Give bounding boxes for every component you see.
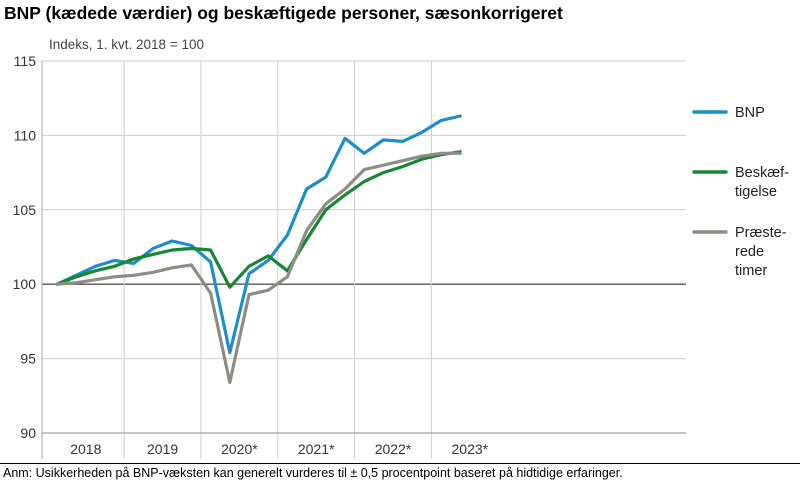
y-tick-label: 90 [20,425,36,441]
legend-label: tigelse [735,184,777,200]
y-tick-label: 115 [14,53,37,69]
x-tick-label: 2023* [452,441,489,457]
x-tick-label: 2022* [375,441,412,457]
legend-label: BNP [735,105,765,121]
x-tick-label: 2019 [147,441,178,457]
series-group [55,114,462,384]
y-tick-label: 100 [13,276,37,292]
legend-label: timer [735,263,767,279]
x-tick-label: 2021* [298,441,335,457]
gridlines [42,60,686,459]
y-axis: 115 110 105 100 95 90 [13,53,43,459]
y-tick-label: 95 [20,351,36,367]
legend-label: Præste- [735,225,787,241]
series-line-0 [55,114,462,355]
x-tick-label: 2018 [70,441,101,457]
x-axis: 2018 2019 2020* 2021* 2022* 2023* [42,432,686,457]
y-tick-label: 110 [14,127,37,143]
series-line-1 [55,150,462,289]
chart-subtitle: Indeks, 1. kvt. 2018 = 100 [49,37,204,52]
footnote: Anm: Usikkerheden på BNP-væksten kan gen… [3,466,623,480]
legend-label: rede [735,244,764,260]
x-tick-label: 2020* [221,441,258,457]
footnote-divider [0,463,800,464]
series-line-2 [55,151,462,384]
legend-label: Beskæf- [735,165,789,181]
legend: BNP Beskæf-tigelse Præste-rede timer [692,105,789,279]
y-tick-label: 105 [13,202,37,218]
chart-title: BNP (kædede værdier) og beskæftigede per… [4,3,563,23]
